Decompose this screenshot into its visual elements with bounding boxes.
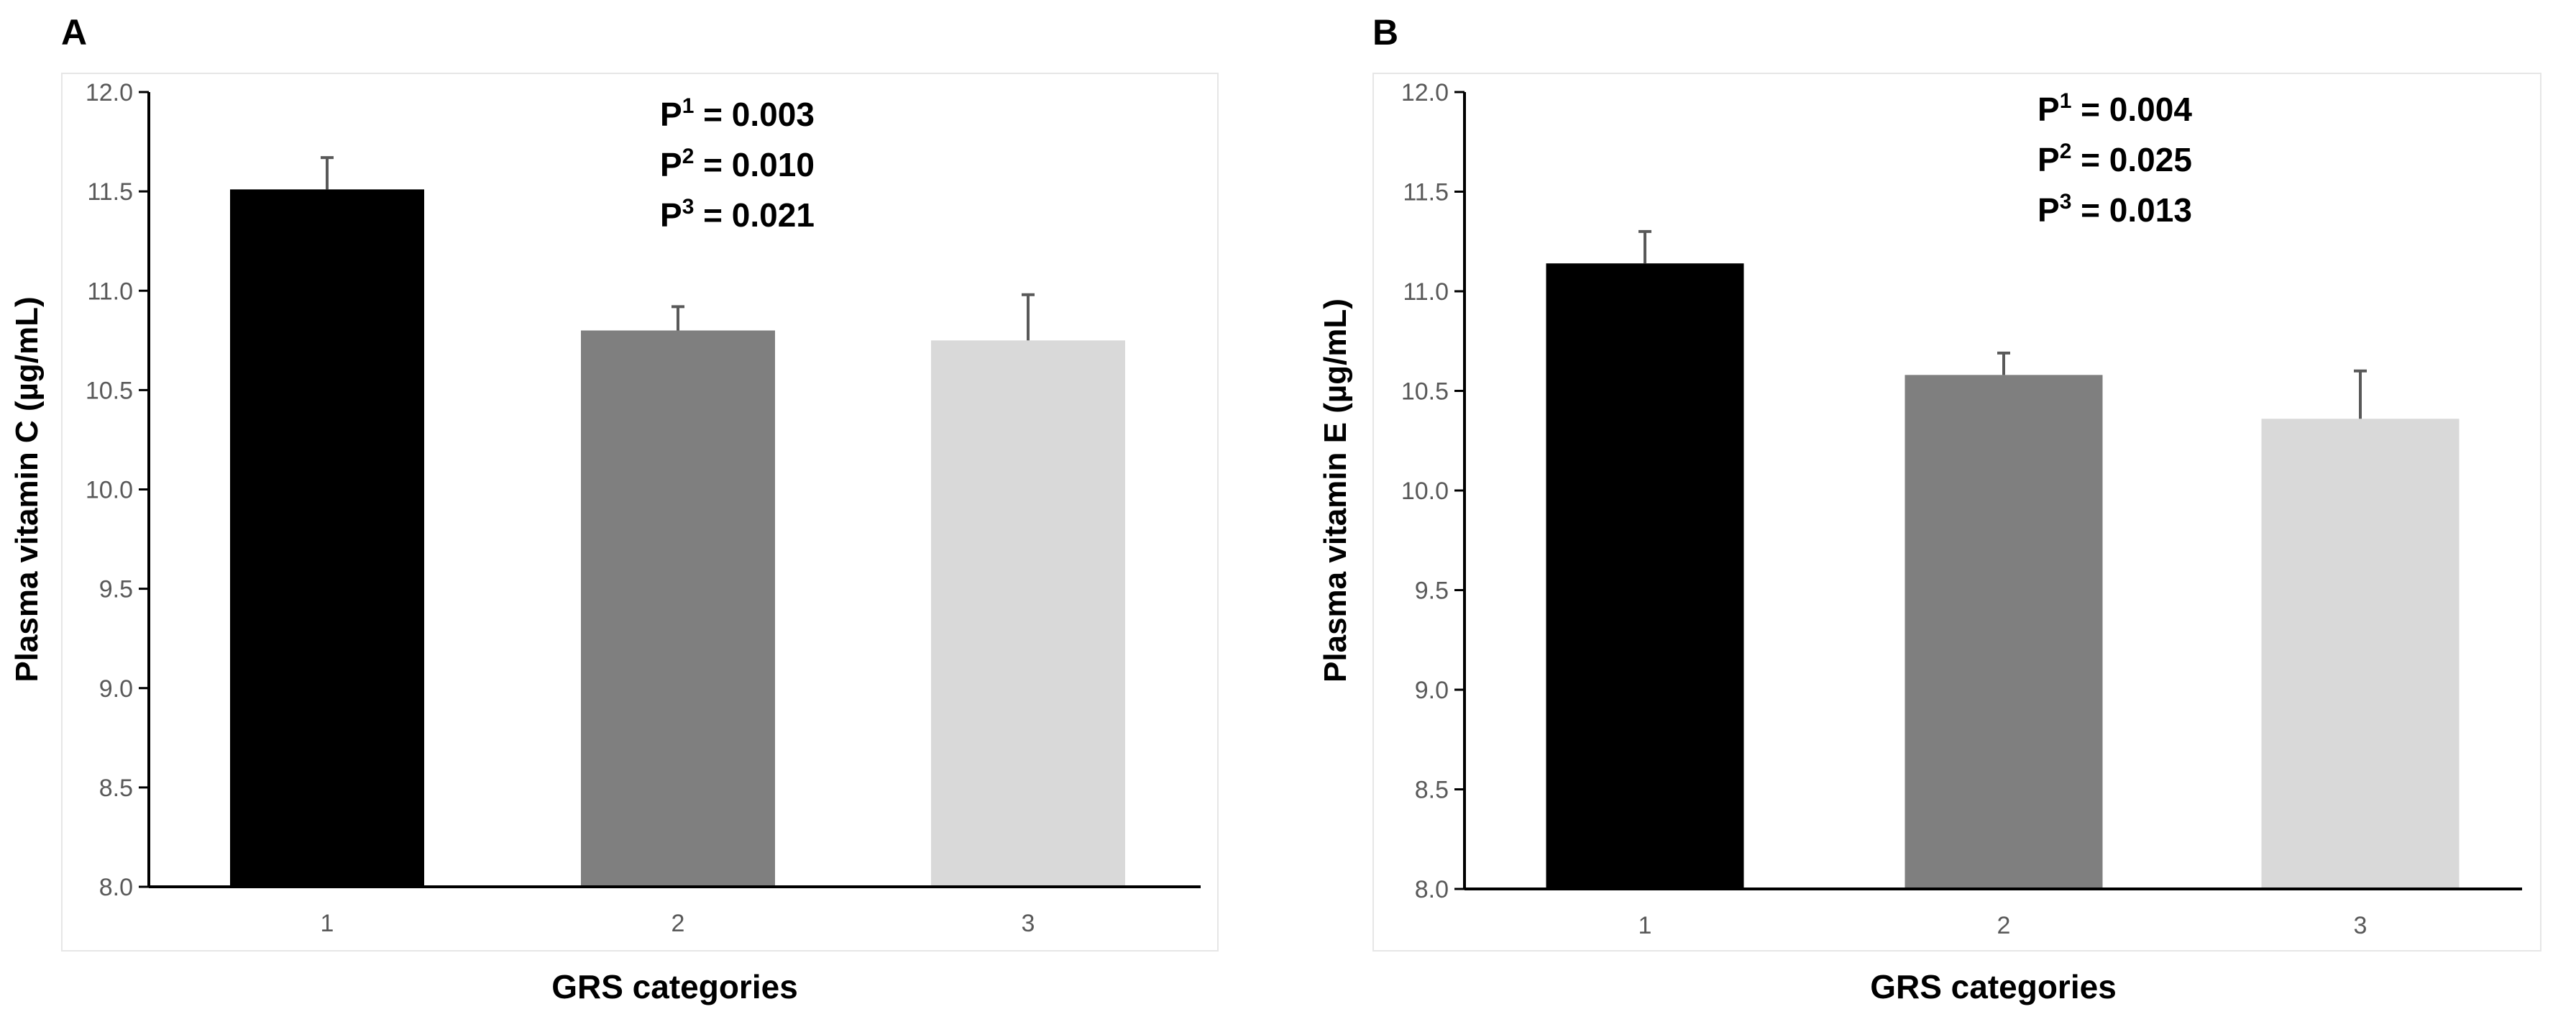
panel-b-ytick-label: 11.5	[1403, 179, 1449, 206]
panel-b-ytick-label: 12.0	[1401, 79, 1449, 106]
panel-b-bar	[2261, 419, 2460, 889]
panel-a-ytick-label: 11.5	[87, 178, 133, 206]
panel-a-annotation: P2 = 0.010	[660, 145, 815, 183]
panel-a-bar	[230, 189, 424, 887]
panel-a-ytick-label: 10.5	[86, 377, 133, 404]
panel-a-xtick-label: 3	[1022, 910, 1035, 937]
panel-a-ytick-label: 9.5	[99, 576, 133, 603]
panel-b-xtick-label: 1	[1638, 912, 1652, 939]
panel-a-xtick-label: 2	[671, 910, 685, 937]
panel-a-annotation: P3 = 0.021	[660, 195, 815, 234]
panel-b-annotation: P1 = 0.004	[2038, 89, 2192, 128]
panel-b-frame	[1372, 73, 2541, 952]
panel-a-xlabel: GRS categories	[551, 968, 798, 1005]
panel-b-ylabel: Plasma vitamin E (µg/mL)	[1318, 298, 1353, 683]
panel-b-bar	[1546, 263, 1744, 890]
panel-b-xtick-label: 3	[2354, 912, 2368, 939]
panel-a-annotation: P1 = 0.003	[660, 94, 815, 133]
panel-b-ytick-label: 11.0	[1403, 278, 1449, 306]
panel-a-xtick-label: 1	[321, 910, 334, 937]
panel-a-ytick-label: 9.0	[99, 675, 133, 703]
panel-a-ytick-label: 11.0	[87, 278, 133, 305]
panel-a-frame	[61, 73, 1219, 952]
panel-a-ytick-label: 12.0	[86, 79, 133, 106]
panel-b-ytick-label: 10.0	[1401, 478, 1449, 505]
panel-a-ytick-label: 10.0	[86, 477, 133, 504]
panel-b-ytick-label: 9.0	[1415, 677, 1449, 704]
panel-a-ylabel: Plasma vitamin C (µg/mL)	[9, 296, 45, 682]
panel-b-label: B	[1372, 12, 1398, 53]
panel-a-ytick-label: 8.5	[99, 775, 133, 802]
panel-a-bar	[581, 330, 775, 887]
panel-b-xlabel: GRS categories	[1870, 968, 2117, 1005]
panel-b: B 8.0 8.5 9.0 9.5 10.0 10.5 11.0 11.5 12.0 1 2 3 Plas…	[1318, 12, 2541, 1005]
panel-a: A 8.0 8.5 9.0 9.5 10.0 10.5 11.0 11.5 12.0 1 2 3 Plas…	[9, 12, 1219, 1005]
panel-b-bar	[1905, 375, 2103, 889]
panel-a-label: A	[61, 12, 87, 53]
panel-b-ytick-label: 9.5	[1415, 578, 1449, 605]
panel-b-annotation: P3 = 0.013	[2038, 190, 2192, 229]
panel-b-ytick-label: 8.0	[1415, 876, 1449, 903]
panel-b-xtick-label: 2	[1997, 912, 2011, 939]
panel-b-ytick-label: 10.5	[1401, 378, 1449, 406]
panel-a-bar	[931, 340, 1125, 887]
panel-b-ytick-label: 8.5	[1415, 777, 1449, 804]
panel-a-ytick-label: 8.0	[99, 874, 133, 901]
panel-b-annotation: P2 = 0.025	[2038, 140, 2192, 178]
